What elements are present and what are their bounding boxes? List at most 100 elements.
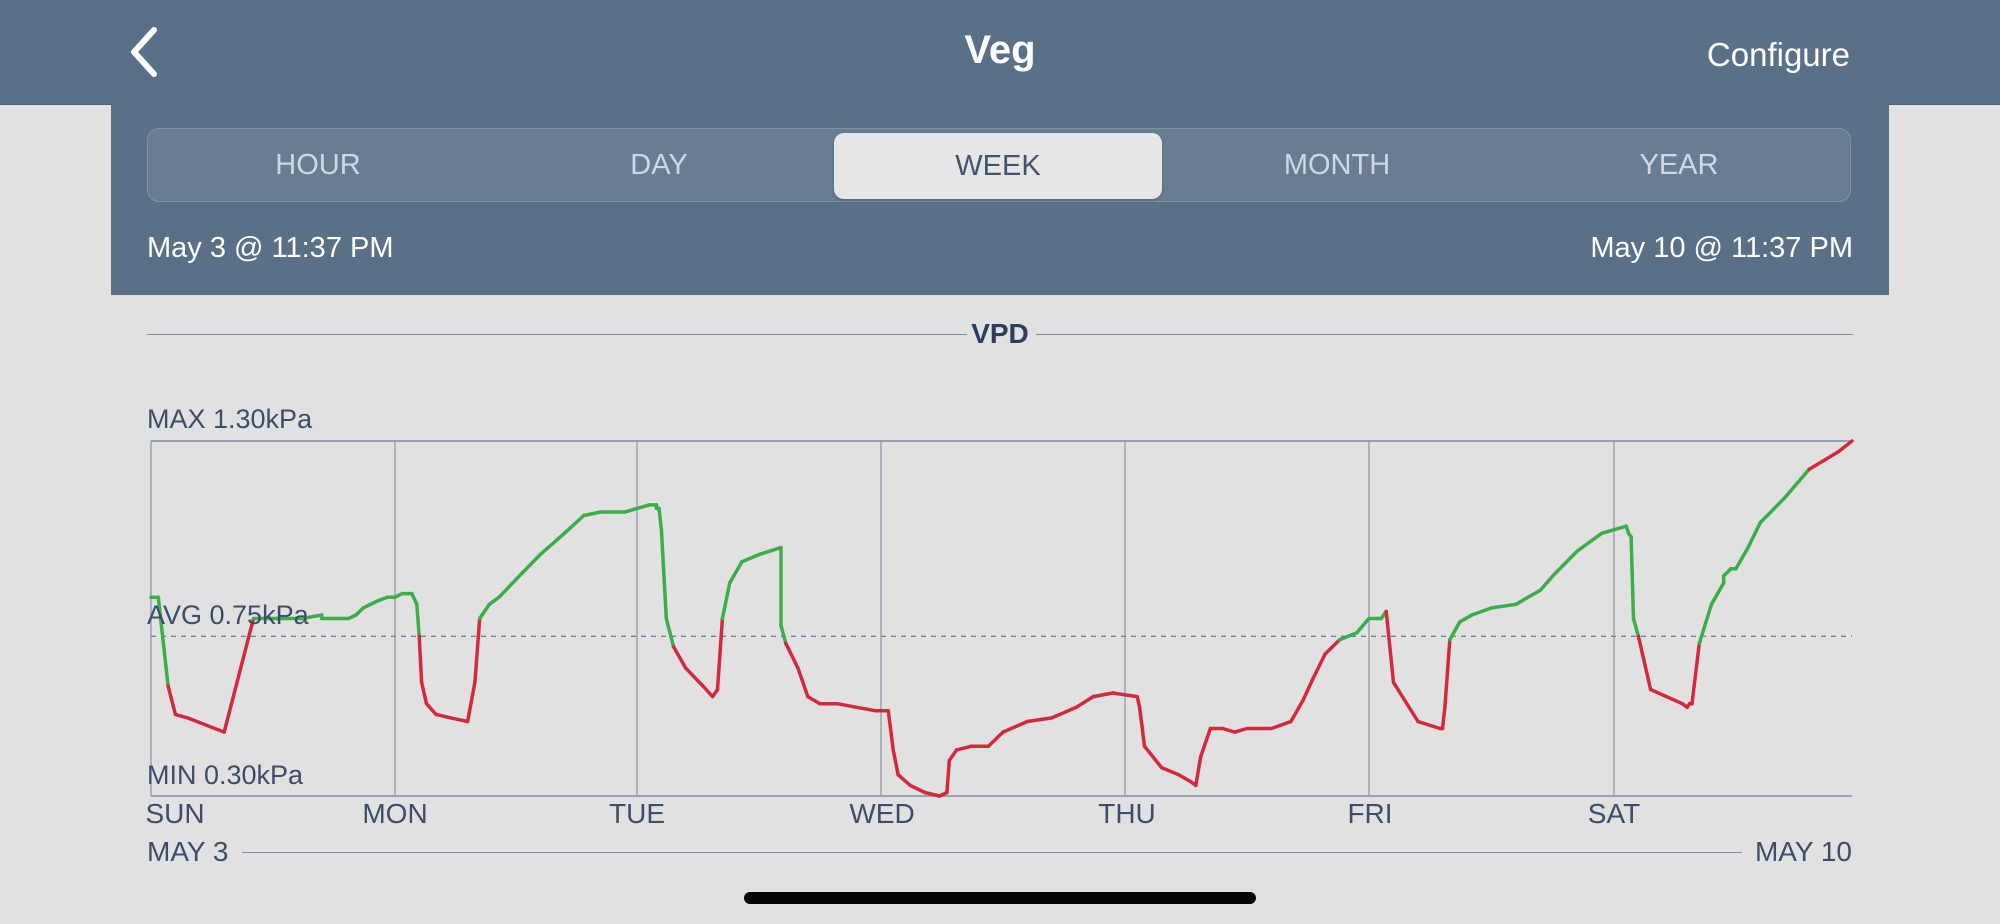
day-label-sun: SUN (145, 798, 205, 829)
vpd-line-segment (434, 712, 453, 720)
vpd-line-segment (896, 772, 913, 788)
min-label: MIN 0.30kPa (147, 760, 304, 790)
vpd-line-segment (562, 513, 586, 536)
vpd-line-segment (1697, 602, 1714, 646)
vpd-line-segment (945, 758, 952, 795)
vpd-line-segment (514, 552, 542, 582)
vpd-line-segment (1176, 772, 1193, 784)
max-label: MAX 1.30kPa (147, 404, 313, 434)
vpd-line-segment (1575, 531, 1604, 553)
tab-hour[interactable]: HOUR (275, 149, 361, 181)
range-tabs: HOUR DAY WEEK MONTH YEAR (147, 128, 1851, 202)
vpd-line-segment (1600, 524, 1628, 536)
configure-button[interactable]: Configure (1706, 36, 1850, 73)
tab-week[interactable]: WEEK (834, 133, 1162, 199)
vpd-line-segment (1416, 719, 1442, 731)
vpd-line-segment (886, 709, 895, 752)
back-button[interactable] (120, 22, 170, 82)
day-label-thu: THU (1098, 798, 1156, 829)
vpd-line-segment (1311, 652, 1327, 681)
vpd-line-segment (1384, 609, 1396, 685)
vpd-line-segment (1636, 634, 1653, 692)
day-label-tue: TUE (609, 798, 665, 829)
day-label-mon: MON (362, 798, 428, 829)
vpd-line-segment (1629, 535, 1636, 621)
vpd-line-segment (1538, 574, 1555, 592)
vpd-line-segment (1301, 677, 1315, 702)
vpd-line-segment (1440, 705, 1447, 731)
vpd-line-segment (419, 680, 429, 706)
vpd-line-segment (1734, 545, 1750, 571)
day-label-wed: WED (849, 798, 915, 829)
vpd-line-segment (1709, 581, 1726, 607)
chart-title: VPD (971, 318, 1029, 349)
vpd-line-segment (779, 623, 788, 646)
vpd-line-segment (173, 712, 190, 720)
vpd-line-segment (1746, 520, 1763, 550)
vpd-line-segment (1289, 698, 1305, 724)
vpd-line-segment (908, 783, 927, 795)
page-title: Veg (964, 28, 1036, 72)
vpd-line-segment (1142, 744, 1164, 770)
vpd-line-segment (727, 559, 744, 585)
vpd-line-segment (854, 705, 878, 713)
date-rule (242, 852, 1742, 853)
tab-day[interactable]: DAY (630, 149, 688, 181)
vpd-line-segment (671, 645, 688, 670)
vpd-line-segment (1470, 606, 1494, 617)
vpd-line-segment (1159, 765, 1181, 777)
vpd-line-segment (465, 680, 477, 724)
vpd-line-segment (1337, 630, 1359, 642)
vpd-line-segment (417, 634, 424, 685)
vpd-line-segment (1074, 694, 1096, 710)
vpd-line-segment (664, 616, 676, 649)
vpd-line-segment (657, 506, 664, 532)
vpd-line-segment (1025, 716, 1054, 724)
vpd-line-segment (1233, 726, 1249, 734)
chevron-left-icon (131, 27, 157, 77)
range-start-date: May 3 @ 11:37 PM (147, 232, 394, 264)
home-indicator[interactable] (744, 892, 1256, 904)
vpd-line-segment (715, 616, 725, 692)
vpd-line-segment (1457, 613, 1474, 624)
vpd-line-segment (796, 666, 810, 699)
section-rule-right (1036, 334, 1853, 335)
vpd-line-segment (986, 730, 1005, 749)
vpd-line-segment (720, 581, 732, 621)
vpd-line-segment (947, 748, 959, 763)
vpd-line-segment (1443, 638, 1452, 710)
vpd-line-segment (166, 684, 178, 717)
vpd-line-segment (740, 552, 761, 564)
tab-year[interactable]: YEAR (1639, 149, 1719, 181)
vpd-line-segment (448, 716, 470, 724)
vpd-line-segment (1269, 719, 1293, 731)
vpd-line-segment (1135, 694, 1142, 710)
vpd-line-segment (623, 503, 651, 514)
vpd-line-segment (1220, 726, 1237, 734)
vpd-line-segment (1758, 496, 1787, 525)
vpd-line-segment (1782, 467, 1811, 500)
vpd-line-segment (835, 701, 859, 710)
tab-month[interactable]: MONTH (1283, 149, 1391, 181)
vpd-line-segment (477, 602, 492, 621)
vpd-line-segment (1091, 691, 1115, 699)
vpd-line-segment (1050, 705, 1078, 720)
range-end-date: May 10 @ 11:37 PM (1590, 232, 1853, 264)
vpd-line-segment (1001, 719, 1030, 734)
day-label-fri: FRI (1347, 798, 1393, 829)
vpd-line-segment (1137, 705, 1147, 749)
vpd-line-segment (1198, 726, 1213, 759)
vpd-line-segment (424, 701, 438, 717)
range-panel: HOUR DAY WEEK MONTH YEAR May 3 @ 11:37 P… (111, 104, 1889, 295)
vpd-line-segment (222, 616, 256, 734)
vpd-line-segment (1514, 588, 1543, 607)
end-date-label: MAY 10 (1754, 836, 1852, 867)
vpd-line-segment (185, 716, 226, 734)
vpd-line-segment (538, 531, 567, 557)
start-date-label: MAY 3 (147, 836, 229, 867)
vpd-line-segment (1631, 616, 1641, 639)
vpd-line-segment (784, 641, 800, 670)
vpd-line-segment (1448, 620, 1462, 642)
vpd-line-segment (1807, 449, 1841, 472)
